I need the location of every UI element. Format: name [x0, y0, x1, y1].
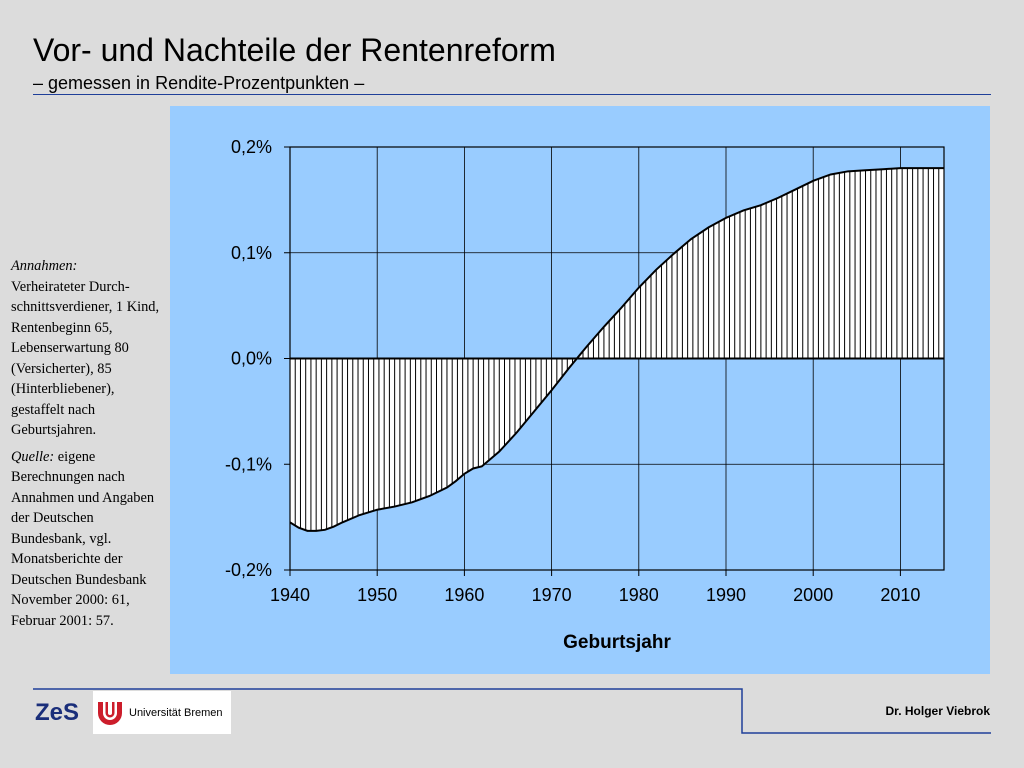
y-tick-label: -0,2% [225, 560, 272, 580]
assumptions-note: Annahmen: Verheirateter Durch-schnittsve… [11, 256, 166, 631]
title-divider [33, 94, 991, 95]
chart: 0,2% 0,1% 0,0% -0,1% -0,2% 1940 1950 1960 1970 19… [225, 137, 945, 653]
x-tick-label: 1950 [357, 585, 397, 605]
x-tick-label: 2010 [880, 585, 920, 605]
y-tick-label: 0,2% [231, 137, 272, 157]
y-tick-label: 0,1% [231, 243, 272, 263]
x-axis-label: Geburtsjahr [563, 632, 671, 653]
x-tick-label: 2000 [793, 585, 833, 605]
zes-logo: ZeS [35, 699, 80, 726]
x-tick-label: 1940 [270, 585, 310, 605]
source-text: eigene Berechnungen nach Annahmen und An… [11, 448, 155, 629]
university-bremen-logo: Universität Bremen [93, 691, 231, 734]
assumptions-paragraph: Annahmen: Verheirateter Durch-schnittsve… [11, 256, 166, 441]
y-tick-label: 0,0% [231, 349, 272, 369]
area-fill [290, 168, 944, 531]
slide-subtitle: – gemessen in Rendite-Prozentpunkten – [33, 73, 365, 93]
chart-panel: 0,2% 0,1% 0,0% -0,1% -0,2% 1940 1950 1960 1970 19… [170, 106, 990, 674]
y-tick-label: -0,1% [225, 454, 272, 474]
assumptions-label: Annahmen: [11, 258, 78, 274]
x-tick-label: 1970 [532, 585, 572, 605]
assumptions-text: Verheirateter Durch-schnittsverdiener, 1… [11, 278, 160, 439]
x-tick-label: 1980 [619, 585, 659, 605]
source-label: Quelle: [11, 448, 55, 465]
slide-title: Vor- und Nachteile der Rentenreform [33, 32, 556, 68]
author-name: Dr. Holger Viebrok [885, 704, 990, 718]
university-emblem-icon [98, 701, 122, 725]
x-tick-label: 1990 [706, 585, 746, 605]
source-paragraph: Quelle: eigene Berechnungen nach Annahme… [11, 447, 166, 632]
university-name: Universität Bremen [129, 706, 223, 719]
series-line [289, 167, 944, 532]
x-tick-label: 1960 [444, 585, 484, 605]
